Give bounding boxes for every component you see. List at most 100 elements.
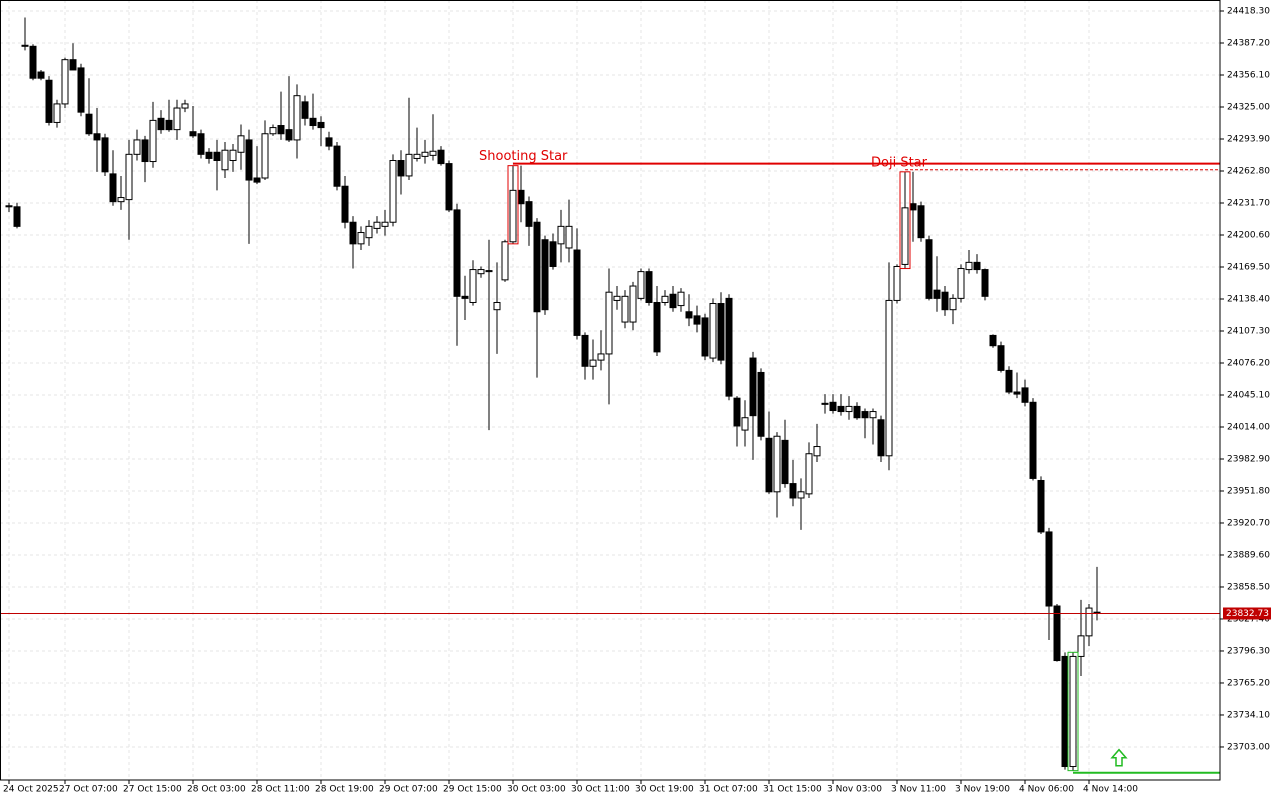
y-tick-label: 24200.60 (1227, 230, 1270, 240)
candle-body (213, 151, 221, 162)
y-tick-label: 24356.10 (1227, 71, 1270, 81)
x-tick-label: 30 Oct 11:00 (571, 785, 630, 795)
pattern-highlight (507, 165, 519, 245)
candle-body (525, 201, 533, 227)
plot-frame (0, 0, 1221, 781)
pattern-label: Shooting Star (479, 149, 568, 164)
candle-body (325, 137, 333, 147)
x-tick-label: 29 Oct 15:00 (443, 785, 502, 795)
candle-body (293, 95, 301, 141)
candle-body (989, 334, 997, 347)
candle-body (861, 411, 869, 419)
current-price-label: 23832.73 (1226, 609, 1269, 619)
y-tick-label: 24076.20 (1227, 358, 1270, 368)
candle-body (469, 269, 477, 303)
candle-body (373, 221, 381, 229)
y-tick-label: 23796.30 (1227, 646, 1270, 656)
candle-body (829, 401, 837, 412)
candle-body (61, 59, 69, 105)
candle-body (653, 301, 661, 353)
y-tick-label: 23889.60 (1227, 550, 1270, 560)
candle-body (517, 189, 525, 205)
candle-body (789, 483, 797, 499)
candle-body (389, 160, 397, 223)
y-tick-label: 23734.10 (1227, 710, 1270, 720)
candle-body (101, 137, 109, 173)
candle-body (725, 297, 733, 397)
candle-body (421, 151, 429, 157)
candle-body (357, 232, 365, 245)
y-tick-label: 24107.30 (1227, 326, 1270, 336)
candle-body (69, 59, 77, 71)
x-tick-label: 31 Oct 07:00 (699, 785, 758, 795)
candle-body (1029, 401, 1037, 479)
candle-body (461, 295, 469, 299)
candle-body (573, 249, 581, 336)
candle-body (341, 185, 349, 223)
candle-body (613, 295, 621, 301)
candle-body (597, 353, 605, 361)
candle-body (157, 117, 165, 131)
candle-body (781, 439, 789, 485)
candle-body (941, 291, 949, 311)
candle-body (29, 45, 37, 79)
candle-body (845, 405, 853, 413)
x-tick-label: 24 Oct 2025 (3, 785, 59, 795)
candle-body (1021, 387, 1029, 403)
candle-body (285, 129, 293, 141)
candle-body (45, 79, 53, 123)
candle-body (253, 177, 261, 183)
candle-body (965, 261, 973, 271)
candle-body (557, 225, 565, 245)
candle-body (21, 44, 29, 47)
candle-body (397, 160, 405, 177)
y-tick-label: 23765.20 (1227, 678, 1270, 688)
y-tick-label: 24262.80 (1227, 167, 1270, 177)
candle-body (1061, 655, 1069, 768)
candle-body (309, 117, 317, 127)
candle-body (821, 402, 829, 405)
candle-body (181, 103, 189, 109)
candle-body (669, 293, 677, 309)
candle-body (749, 357, 757, 417)
candle-body (381, 221, 389, 227)
candle-body (661, 295, 669, 303)
candle-body (869, 411, 877, 419)
x-tick-label: 3 Nov 03:00 (827, 785, 882, 795)
signal-highlight (1067, 651, 1079, 772)
pattern-highlight (899, 171, 911, 270)
candle-body (125, 153, 133, 201)
candle-body (229, 149, 237, 162)
candle-body (1069, 655, 1077, 768)
candle-body (533, 221, 541, 313)
candle-body (493, 301, 501, 311)
candle-body (205, 151, 213, 159)
candle-body (741, 417, 749, 431)
x-tick-label: 27 Oct 15:00 (123, 785, 182, 795)
y-tick-label: 24418.30 (1227, 7, 1270, 17)
y-tick-label: 24169.50 (1227, 262, 1270, 272)
candle-body (1085, 607, 1093, 637)
y-tick-label: 24293.90 (1227, 135, 1270, 145)
pattern-label: Doji Star (871, 155, 928, 170)
candle-body (5, 205, 13, 208)
candle-body (477, 269, 485, 275)
candle-body (733, 397, 741, 427)
y-tick-label: 23920.70 (1227, 518, 1270, 528)
candle-body (813, 446, 821, 457)
candle-body (997, 345, 1005, 371)
x-tick-label: 3 Nov 19:00 (955, 785, 1010, 795)
candle-body (677, 291, 685, 307)
candle-body (885, 299, 893, 457)
x-tick-label: 4 Nov 06:00 (1019, 785, 1074, 795)
candle-body (413, 153, 421, 159)
candle-body (109, 173, 117, 203)
candle-body (261, 133, 269, 179)
y-tick-label: 24387.20 (1227, 39, 1270, 49)
candle-body (1037, 479, 1045, 533)
candle-body (365, 225, 373, 239)
x-tick-label: 28 Oct 11:00 (251, 785, 310, 795)
candle-body (757, 371, 765, 437)
candle-body (949, 297, 957, 311)
x-tick-label: 3 Nov 11:00 (891, 785, 946, 795)
